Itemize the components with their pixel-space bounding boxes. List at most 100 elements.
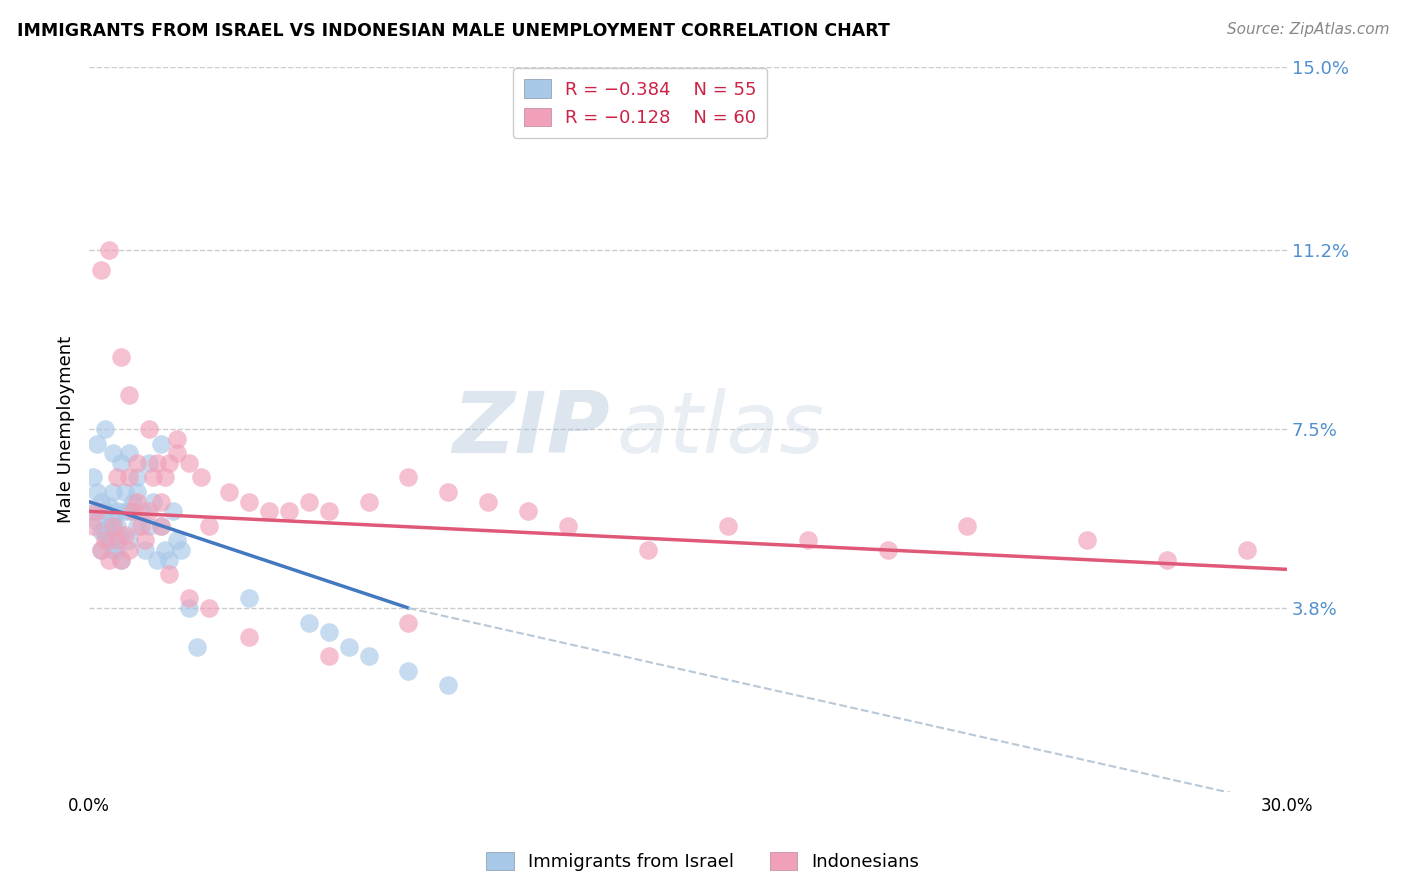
Point (477, 494, 499, 508)
Point (98, 518, 121, 533)
Point (94, 422, 117, 436)
Point (94, 533, 117, 548)
Point (110, 350, 132, 364)
Point (105, 543, 128, 558)
Point (86, 485, 108, 500)
Point (110, 552, 132, 566)
Point (149, 518, 172, 533)
Point (166, 533, 188, 548)
Point (357, 649, 380, 664)
Point (149, 494, 172, 508)
Point (118, 543, 141, 558)
Point (98, 500, 121, 514)
Point (94, 504, 117, 518)
Point (138, 422, 160, 436)
Point (125, 470, 148, 484)
Point (90, 262, 112, 277)
Point (90, 543, 112, 558)
Point (318, 649, 340, 664)
Point (337, 640, 360, 654)
Point (138, 456, 160, 470)
Point (146, 552, 169, 566)
Point (105, 504, 128, 518)
Point (637, 543, 659, 558)
Point (82, 518, 104, 533)
Point (177, 601, 200, 615)
Legend: Immigrants from Israel, Indonesians: Immigrants from Israel, Indonesians (479, 845, 927, 879)
Point (157, 567, 180, 582)
Point (153, 543, 176, 558)
Point (186, 640, 208, 654)
Point (146, 456, 169, 470)
Point (118, 533, 141, 548)
Point (125, 485, 148, 500)
Point (166, 446, 188, 460)
Point (238, 494, 260, 508)
Point (101, 514, 124, 528)
Point (1076, 533, 1098, 548)
Point (149, 436, 172, 450)
Point (138, 518, 160, 533)
Point (277, 504, 299, 518)
Point (198, 601, 221, 615)
Point (138, 504, 160, 518)
Point (82, 470, 104, 484)
Point (398, 615, 420, 630)
Point (118, 388, 141, 402)
Point (190, 470, 212, 484)
Point (177, 591, 200, 606)
Point (298, 615, 321, 630)
Point (110, 456, 132, 470)
Point (162, 504, 184, 518)
Point (170, 543, 193, 558)
Point (142, 470, 165, 484)
Point (118, 446, 141, 460)
Point (114, 528, 136, 542)
Point (177, 456, 200, 470)
Point (101, 446, 124, 460)
Point (114, 504, 136, 518)
Point (101, 485, 124, 500)
Point (956, 518, 979, 533)
Point (357, 494, 380, 508)
Point (125, 494, 148, 508)
Point (1236, 543, 1258, 558)
Point (90, 524, 112, 538)
Point (129, 518, 152, 533)
Point (157, 456, 180, 470)
Point (153, 470, 176, 484)
Point (98, 552, 121, 566)
Point (398, 470, 420, 484)
Point (134, 533, 156, 548)
Point (238, 630, 260, 644)
Y-axis label: Male Unemployment: Male Unemployment (58, 335, 75, 523)
Point (166, 432, 188, 446)
Point (82, 504, 104, 518)
Text: Source: ZipAtlas.com: Source: ZipAtlas.com (1226, 22, 1389, 37)
Point (118, 470, 141, 484)
Point (122, 504, 145, 518)
Point (437, 485, 460, 500)
Point (114, 485, 136, 500)
Point (86, 504, 108, 518)
Point (98, 533, 121, 548)
Point (105, 518, 128, 533)
Point (86, 436, 108, 450)
Point (125, 456, 148, 470)
Point (149, 518, 172, 533)
Point (86, 514, 108, 528)
Point (257, 504, 280, 518)
Point (118, 504, 141, 518)
Point (125, 518, 148, 533)
Point (105, 533, 128, 548)
Point (142, 494, 165, 508)
Legend: R = −0.384    N = 55, R = −0.128    N = 60: R = −0.384 N = 55, R = −0.128 N = 60 (513, 69, 768, 137)
Point (218, 485, 240, 500)
Point (90, 494, 112, 508)
Point (1156, 552, 1178, 566)
Point (198, 518, 221, 533)
Point (101, 543, 124, 558)
Point (876, 543, 898, 558)
Point (318, 504, 340, 518)
Point (129, 504, 152, 518)
